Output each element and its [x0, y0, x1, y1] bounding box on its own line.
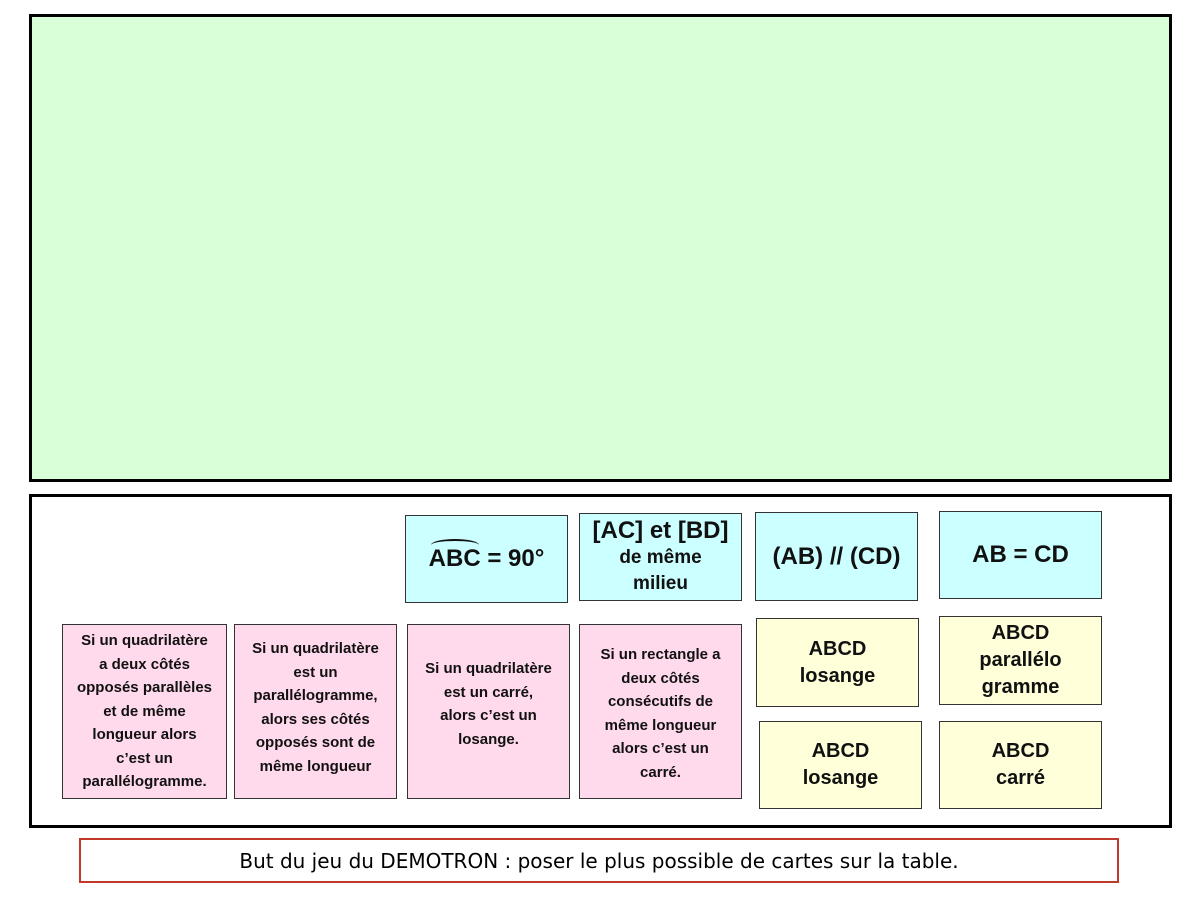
- card-text: ABCD losange: [799, 637, 876, 687]
- card-ab-equals-cd[interactable]: AB = CD: [939, 511, 1102, 599]
- card-text: Si un quadrilatère est un parallélogramm…: [252, 640, 379, 775]
- game-table-dropzone[interactable]: [29, 14, 1172, 482]
- card-theorem-4[interactable]: Si un rectangle a deux côtés consécutifs…: [579, 624, 742, 799]
- angle-value: = 90°: [480, 545, 545, 572]
- card-text: ABCD parallélo gramme: [979, 622, 1062, 698]
- card-text: ABCD carré: [991, 740, 1050, 789]
- card-conclusion-losange[interactable]: ABCD losange: [756, 618, 919, 707]
- card-text: ABCD losange: [802, 740, 879, 789]
- card-angle-abc-90[interactable]: ABC = 90°: [405, 515, 568, 603]
- card-text: Si un quadrilatère a deux côtés opposés …: [76, 632, 213, 791]
- card-conclusion-losange-2[interactable]: ABCD losange: [759, 721, 922, 809]
- card-text: Si un rectangle a deux côtés consécutifs…: [600, 646, 721, 781]
- angle-label: ABC: [428, 539, 481, 572]
- card-theorem-3[interactable]: Si un quadrilatère est un carré, alors c…: [407, 624, 570, 799]
- card-line-2: de même milieu: [619, 547, 702, 594]
- card-text: AB = CD: [972, 541, 1069, 568]
- card-conclusion-carre[interactable]: ABCD carré: [939, 721, 1102, 809]
- card-theorem-1[interactable]: Si un quadrilatère a deux côtés opposés …: [62, 624, 227, 799]
- card-line-1: [AC] et [BD]: [592, 517, 729, 544]
- card-theorem-2[interactable]: Si un quadrilatère est un parallélogramm…: [234, 624, 397, 799]
- card-conclusion-parallelogramme[interactable]: ABCD parallélo gramme: [939, 616, 1102, 705]
- card-text: (AB) // (CD): [772, 542, 901, 570]
- card-ab-parallel-cd[interactable]: (AB) // (CD): [755, 512, 918, 601]
- card-text: Si un quadrilatère est un carré, alors c…: [425, 660, 552, 748]
- card-diagonals-same-midpoint[interactable]: [AC] et [BD] de même milieu: [579, 513, 742, 601]
- caption-text: But du jeu du DEMOTRON : poser le plus p…: [239, 848, 959, 873]
- game-goal-caption: But du jeu du DEMOTRON : poser le plus p…: [79, 838, 1119, 883]
